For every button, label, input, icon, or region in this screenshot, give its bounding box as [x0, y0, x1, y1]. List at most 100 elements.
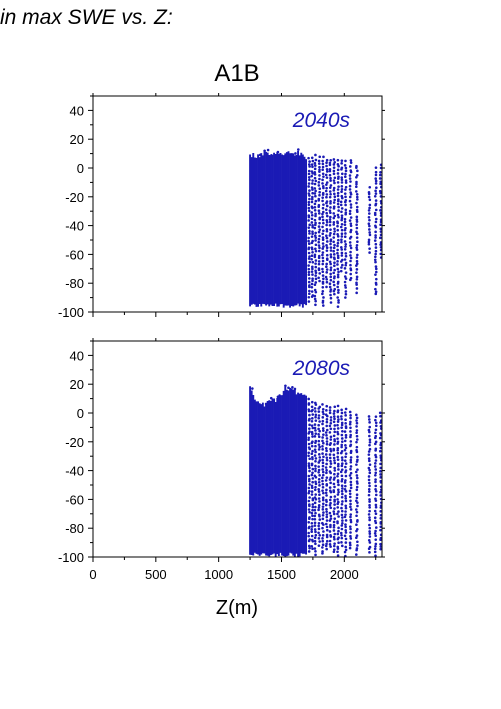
scatter-point — [367, 475, 371, 478]
scatter-point — [337, 301, 340, 304]
scatter-point — [314, 199, 318, 203]
scatter-point — [332, 447, 336, 451]
scatter-point — [374, 287, 377, 291]
scatter-point — [355, 493, 359, 497]
scatter-point — [325, 471, 328, 475]
scatter-point — [329, 266, 333, 269]
scatter-point — [341, 487, 344, 490]
scatter-point — [355, 429, 359, 432]
scatter-point — [344, 199, 348, 202]
scatter-point — [379, 521, 383, 524]
scatter-point — [328, 285, 332, 289]
scatter-point — [307, 462, 311, 465]
scatter-point — [328, 195, 332, 199]
scatter-point — [321, 498, 325, 502]
scatter-point — [314, 189, 317, 193]
scatter-point — [349, 180, 352, 183]
scatter-point — [344, 422, 347, 425]
scatter-point — [340, 246, 343, 249]
scatter-point — [329, 447, 332, 451]
scatter-point — [333, 198, 336, 202]
scatter-point — [317, 240, 321, 244]
scatter-point — [349, 515, 352, 519]
scatter-point — [317, 262, 321, 266]
scatter-point — [332, 283, 336, 287]
scatter-point — [344, 166, 348, 170]
scatter-point — [367, 450, 371, 453]
scatter-point — [341, 522, 344, 525]
scatter-point — [321, 439, 324, 443]
scatter-point — [373, 239, 377, 242]
scatter-point — [311, 179, 314, 182]
scatter-point — [349, 520, 353, 524]
scatter-point — [321, 407, 325, 411]
scatter-point — [374, 249, 378, 253]
scatter-point — [318, 473, 321, 477]
scatter-point — [337, 483, 340, 487]
scatter-point — [321, 232, 325, 236]
scatter-point — [329, 211, 332, 215]
scatter-point — [336, 430, 339, 434]
scatter-point — [310, 493, 314, 496]
scatter-point — [340, 443, 344, 447]
scatter-point — [368, 541, 372, 544]
scatter-point — [355, 218, 359, 221]
scatter-point — [344, 496, 348, 500]
scatter-point — [325, 528, 329, 532]
scatter-point — [340, 254, 344, 257]
scatter-point — [344, 499, 348, 503]
scatter-point — [325, 246, 329, 250]
scatter-point — [343, 550, 347, 554]
scatter-point — [344, 290, 348, 293]
scatter-point — [355, 215, 359, 219]
scatter-point — [328, 519, 332, 522]
scatter-point — [291, 385, 294, 389]
scatter-point — [336, 448, 339, 452]
scatter-point — [311, 267, 314, 271]
scatter-point — [349, 224, 353, 228]
scatter-point — [340, 527, 344, 531]
scatter-point — [374, 471, 378, 475]
scatter-point — [321, 236, 325, 239]
scatter-point — [355, 262, 359, 266]
scatter-point — [355, 176, 358, 179]
scatter-point — [340, 210, 343, 214]
scatter-point — [313, 508, 317, 512]
scatter-point — [336, 455, 339, 459]
scatter-point — [337, 541, 340, 544]
scatter-point — [332, 179, 336, 182]
scatter-point — [368, 430, 371, 434]
scatter-point — [308, 423, 311, 427]
scatter-point — [368, 518, 371, 522]
scatter-point — [324, 466, 328, 469]
scatter-point — [328, 453, 332, 456]
scatter-point — [344, 179, 348, 182]
scatter-point — [317, 244, 321, 247]
scatter-point — [313, 496, 317, 499]
scatter-point — [368, 471, 372, 475]
scatter-point — [313, 208, 317, 212]
scatter-point — [322, 221, 325, 225]
scatter-point — [340, 238, 343, 242]
scatter-point — [368, 247, 371, 250]
scatter-point — [373, 547, 377, 551]
scatter-point — [308, 232, 311, 235]
scatter-point — [321, 546, 324, 549]
scatter-point — [332, 216, 336, 220]
scatter-point — [307, 550, 311, 553]
scatter-point — [337, 185, 340, 188]
scatter-point — [307, 226, 311, 229]
scatter-point — [374, 199, 378, 202]
scatter-point — [333, 430, 337, 434]
scatter-point — [329, 199, 332, 203]
scatter-point — [374, 252, 377, 256]
scatter-point — [344, 548, 348, 552]
scatter-point — [321, 526, 324, 530]
scatter-point — [367, 453, 371, 456]
scatter-point — [333, 176, 337, 180]
scatter-point — [325, 437, 329, 440]
scatter-point — [329, 296, 333, 300]
scatter-point — [313, 528, 317, 531]
scatter-point — [333, 443, 336, 446]
scatter-point — [314, 236, 318, 239]
